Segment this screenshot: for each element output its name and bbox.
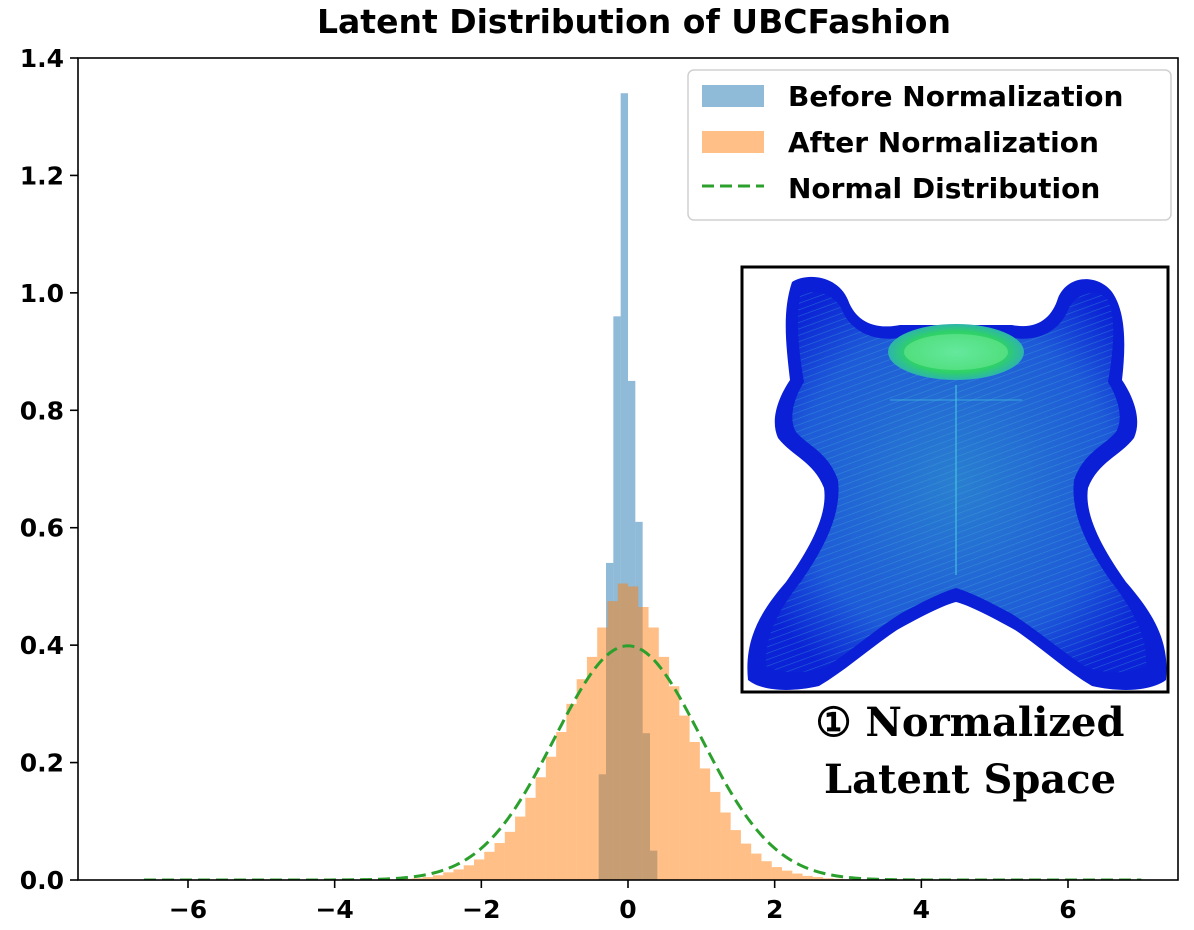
after-normalization-bar [586,656,598,880]
x-tick-label: −2 [462,895,500,924]
after-normalization-bar [617,583,628,880]
after-normalization-bar [771,867,782,880]
after-normalization-bar [566,703,577,880]
inset-caption-line-2: Latent Space [824,756,1116,803]
after-normalization-bar [474,859,485,880]
after-normalization-bar [679,715,690,880]
x-tick-label: 0 [619,895,636,924]
after-normalization-bar [443,872,454,880]
after-normalization-bar [463,865,474,880]
x-tick-label: 6 [1059,895,1076,924]
after-normalization-bar [740,843,752,880]
after-normalization-bar [494,843,505,880]
legend-label-before: Before Normalization [788,80,1123,113]
y-tick-label: 1.2 [20,161,64,190]
y-tick-label: 0.0 [20,866,64,895]
y-tick-label: 0.6 [20,514,64,543]
after-normalization-bar [648,627,659,880]
after-normalization-bar [556,732,567,880]
after-normalization-bar [730,830,741,880]
after-normalization-bar [658,656,670,880]
after-normalization-bar [607,601,618,880]
y-axis: 0.0 0.2 0.4 0.6 0.8 1.0 1.2 1.4 [20,44,78,895]
x-tick-label: 2 [766,895,783,924]
after-normalization-bar [699,768,711,880]
after-normalization-bar [525,797,536,880]
legend-swatch-after [702,131,764,153]
latent-space-figure [747,276,1167,690]
after-normalization-bar [422,877,433,880]
after-normalization-bar [504,831,516,880]
y-tick-label: 1.0 [20,279,64,308]
after-normalization-bar [782,870,793,880]
after-normalization-bars [402,583,854,880]
inset-border [740,265,1170,694]
after-normalization-bar [792,873,803,880]
after-normalization-bar [812,877,824,880]
before-normalization-bar [620,93,628,880]
y-tick-label: 0.2 [20,749,64,778]
after-normalization-bar [412,878,423,880]
after-normalization-bar [545,756,557,880]
y-tick-label: 0.4 [20,631,64,660]
chart-title: Latent Distribution of UBCFashion [317,2,951,41]
inset-image: ① Normalized Latent Space [740,265,1170,803]
x-axis: −6 −4 −2 0 2 4 6 [169,880,1077,924]
after-normalization-bar [576,679,587,880]
after-normalization-bar [597,627,608,880]
after-normalization-bar [669,686,680,880]
after-normalization-bar [802,875,813,880]
after-normalization-bar [432,875,444,880]
after-normalization-bar [720,812,731,880]
after-normalization-bar [535,777,546,880]
after-normalization-bar [453,869,464,880]
legend-label-normal: Normal Distribution [788,172,1100,205]
after-normalization-bar [751,853,762,880]
legend: Before Normalization After Normalization… [687,69,1172,221]
after-normalization-bar [761,861,772,880]
x-tick-label: −6 [169,895,207,924]
before-normalization-bar [613,316,621,880]
inset-caption-line-1: ① Normalized [816,699,1125,746]
legend-box [687,69,1172,221]
after-normalization-bar [823,878,834,880]
after-normalization-bar [710,791,721,880]
after-normalization-bar [484,851,495,880]
y-tick-label: 0.8 [20,396,64,425]
after-normalization-bar [628,586,639,880]
y-tick-label: 1.4 [20,44,64,73]
inset-head-region [888,324,1024,380]
legend-swatch-before [702,85,764,107]
x-tick-label: 4 [913,895,930,924]
legend-label-after: After Normalization [788,126,1099,159]
x-tick-label: −4 [315,895,353,924]
after-normalization-bar [515,816,526,880]
after-normalization-bar [689,742,700,880]
after-normalization-bar [638,606,649,880]
